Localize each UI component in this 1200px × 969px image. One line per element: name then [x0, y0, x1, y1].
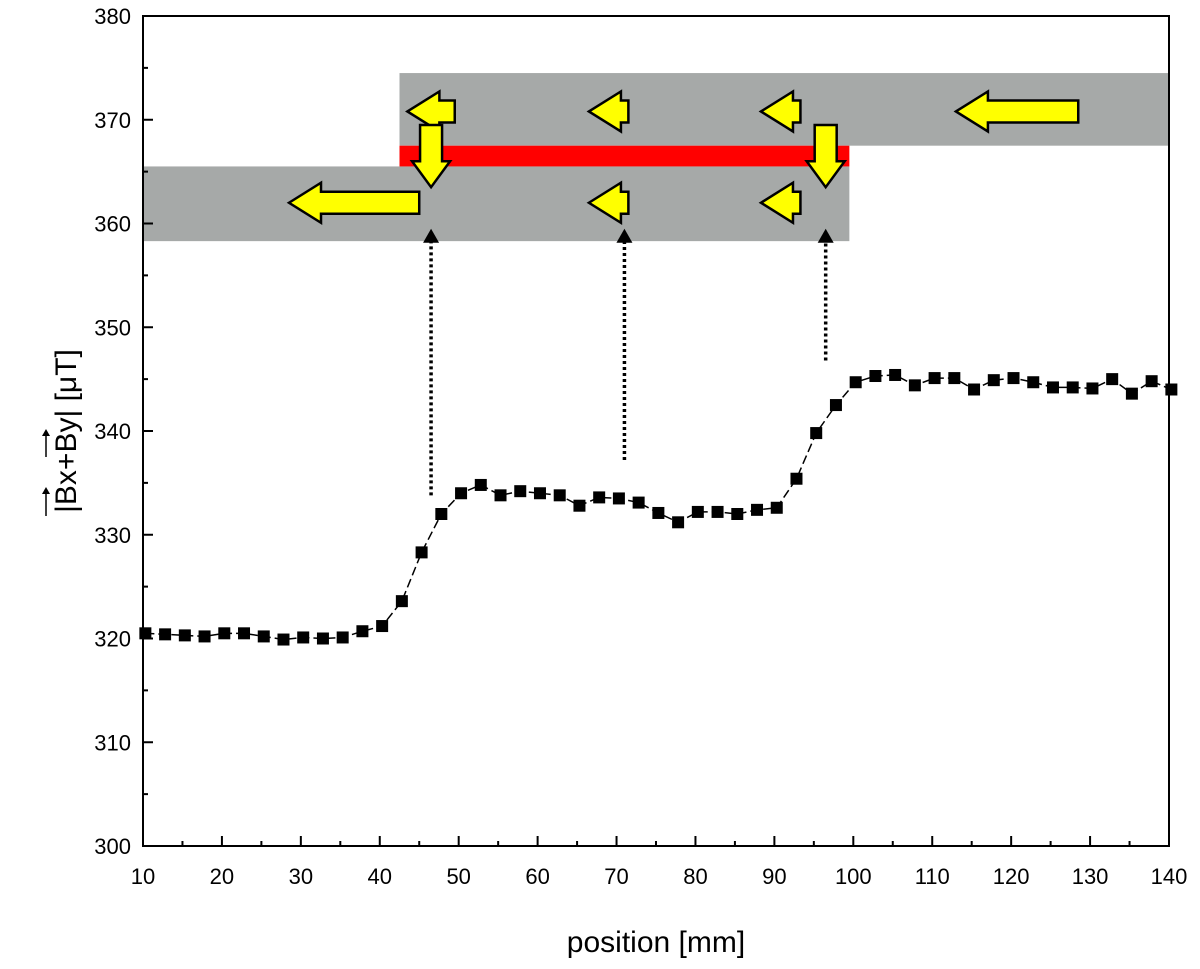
- x-tick-label: 90: [762, 864, 786, 889]
- y-tick-label: 300: [94, 834, 131, 859]
- data-series: [139, 368, 1178, 646]
- x-tick-label: 40: [368, 864, 392, 889]
- data-point: [238, 627, 251, 640]
- data-point: [198, 630, 211, 643]
- x-tick-label: 60: [525, 864, 549, 889]
- dotted-arrow-head-icon-2: [616, 228, 633, 243]
- data-point: [1046, 381, 1059, 394]
- dotted-arrow-head-icon-1: [423, 228, 440, 243]
- data-point: [829, 399, 842, 412]
- down-arrow-icon-2: [804, 123, 848, 190]
- data-point: [356, 625, 369, 638]
- y-tick-label: 310: [94, 730, 131, 755]
- data-point: [1165, 383, 1178, 396]
- data-point: [889, 368, 902, 381]
- data-point: [218, 627, 231, 640]
- x-tick-label: 80: [683, 864, 707, 889]
- x-tick-label: 130: [1072, 864, 1109, 889]
- data-point: [810, 427, 823, 440]
- data-point: [277, 633, 290, 646]
- data-point: [1066, 381, 1079, 394]
- data-point: [1007, 372, 1020, 385]
- data-point: [928, 372, 941, 385]
- vector-arrow-by: [42, 429, 50, 457]
- data-point: [336, 631, 349, 644]
- data-point: [770, 501, 783, 514]
- x-tick-label: 50: [446, 864, 470, 889]
- svg-text:|Bx+By| [μT]: |Bx+By| [μT]: [50, 349, 83, 513]
- data-point: [455, 487, 468, 500]
- data-point: [790, 472, 803, 485]
- data-point: [1106, 373, 1119, 386]
- left-arrow-icon-6: [586, 180, 630, 226]
- x-axis-ticks: 10 20 30 40 50 60 70 80 90 100 110 120 130 140: [131, 836, 1188, 889]
- data-point: [751, 503, 764, 516]
- data-point: [593, 491, 606, 504]
- lower-band: [143, 166, 850, 242]
- y-tick-label: 330: [94, 523, 131, 548]
- data-point: [1125, 387, 1138, 400]
- data-point: [987, 374, 1000, 387]
- data-point: [474, 478, 487, 491]
- x-tick-label: 120: [993, 864, 1030, 889]
- down-arrow-icon-1: [409, 123, 453, 190]
- left-arrow-icon-2: [586, 89, 630, 134]
- data-point: [632, 496, 645, 509]
- data-point: [612, 492, 625, 505]
- data-point: [494, 489, 507, 502]
- data-point: [652, 506, 665, 519]
- data-point: [869, 370, 882, 383]
- left-arrow-icon-4: [953, 89, 1080, 134]
- dotted-arrow-head-icon-3: [817, 228, 834, 243]
- data-point: [691, 505, 704, 518]
- data-point: [948, 372, 961, 385]
- data-point: [159, 628, 172, 641]
- x-tick-label: 140: [1151, 864, 1188, 889]
- data-point: [415, 546, 428, 559]
- data-point: [1086, 382, 1099, 395]
- y-axis-ticks: 300 310 320 330 340 350 360 370 380: [94, 4, 153, 859]
- y-tick-label: 340: [94, 419, 131, 444]
- y-tick-label: 350: [94, 315, 131, 340]
- data-point: [711, 505, 724, 518]
- data-point: [908, 379, 921, 392]
- x-tick-label: 110: [915, 864, 950, 889]
- data-point: [553, 489, 566, 502]
- data-point: [672, 516, 685, 529]
- y-tick-label: 380: [94, 4, 131, 29]
- annotations: [143, 73, 1169, 496]
- data-point: [178, 629, 191, 642]
- data-point: [395, 595, 408, 608]
- y-tick-label: 320: [94, 627, 131, 652]
- x-tick-label: 10: [131, 864, 155, 889]
- data-point: [849, 376, 862, 389]
- red-bar: [399, 145, 850, 167]
- data-point: [731, 508, 744, 520]
- data-point: [968, 383, 981, 396]
- left-arrow-icon-3: [758, 89, 802, 134]
- left-arrow-icon-7: [758, 180, 802, 226]
- data-point: [1145, 375, 1158, 388]
- data-point: [533, 487, 546, 500]
- y-tick-label: 360: [94, 212, 131, 237]
- vector-arrow-bx: [42, 487, 50, 516]
- data-point: [514, 485, 527, 498]
- data-point: [435, 508, 448, 520]
- data-point: [573, 499, 586, 512]
- x-tick-label: 20: [210, 864, 234, 889]
- x-tick-label: 100: [835, 864, 872, 889]
- x-axis-title: position [mm]: [567, 926, 745, 959]
- x-tick-label: 70: [604, 864, 628, 889]
- left-arrow-icon-5: [286, 180, 421, 226]
- data-point: [257, 630, 270, 643]
- x-tick-label: 30: [289, 864, 313, 889]
- data-point: [316, 632, 329, 645]
- y-tick-label: 370: [94, 108, 131, 133]
- data-point: [1027, 376, 1040, 389]
- y-axis-title: |Bx+By| [μT]: [42, 349, 83, 516]
- data-point: [297, 631, 310, 644]
- data-point: [376, 620, 389, 633]
